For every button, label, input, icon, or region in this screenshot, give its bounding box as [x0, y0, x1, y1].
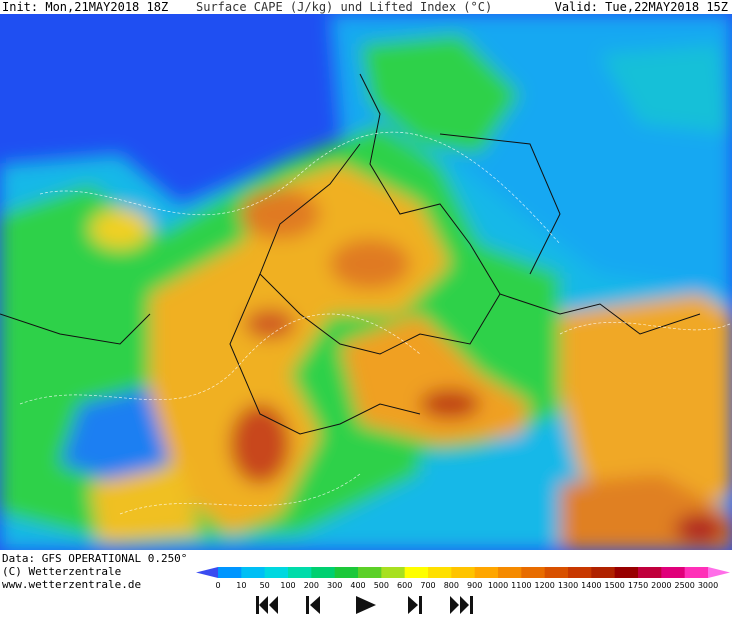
colorbar-label: 1100	[511, 581, 531, 590]
colorbar-label: 200	[304, 581, 319, 590]
colorbar-label: 2000	[651, 581, 671, 590]
borders	[0, 73, 701, 435]
next-button[interactable]	[406, 594, 426, 616]
colorbar-label: 700	[420, 581, 435, 590]
colorbar-swatch	[218, 567, 242, 578]
colorbar-arrow-low	[196, 567, 218, 578]
colorbar-swatch	[591, 567, 616, 578]
colorbar-label: 900	[467, 581, 482, 590]
colorbar-label: 800	[444, 581, 459, 590]
colorbar-swatch	[264, 567, 289, 578]
colorbar-label: 1300	[558, 581, 578, 590]
init-time: Init: Mon,21MAY2018 18Z	[2, 0, 169, 14]
colorbar-swatch	[451, 567, 476, 578]
colorbar-label: 1500	[604, 581, 624, 590]
previous-button[interactable]	[302, 594, 322, 616]
colorbar-label: 600	[397, 581, 412, 590]
colorbar-label: 10	[236, 581, 246, 590]
colorbar-label: 500	[374, 581, 389, 590]
first-button[interactable]	[254, 594, 280, 616]
colorbar-swatch	[521, 567, 546, 578]
colorbar-swatch	[684, 567, 709, 578]
colorbar-swatch	[358, 567, 382, 578]
colorbar-swatch	[638, 567, 662, 578]
lifted-index-contours	[19, 131, 731, 515]
colorbar-swatch	[614, 567, 639, 578]
colorbar-swatch	[428, 567, 452, 578]
cape-field	[0, 14, 732, 550]
colorbar-swatch	[544, 567, 569, 578]
colorbar-swatch	[334, 567, 359, 578]
colorbar-label: 3000	[698, 581, 718, 590]
website: www.wetterzentrale.de	[2, 578, 142, 591]
copyright: (C) Wetterzentrale	[2, 565, 122, 578]
colorbar: 0 10 50 100 200 300 400 500 600 700 800 900 1000 1100…	[196, 567, 730, 590]
navigation	[254, 594, 476, 616]
colorbar-label: 50	[260, 581, 270, 590]
colorbar-swatch	[568, 567, 592, 578]
colorbar-label: 300	[327, 581, 342, 590]
colorbar-label: 100	[280, 581, 295, 590]
valid-time: Valid: Tue,22MAY2018 15Z	[554, 0, 728, 14]
map	[0, 14, 732, 550]
data-source: Data: GFS OPERATIONAL 0.250°	[2, 552, 188, 565]
play-button[interactable]	[354, 594, 378, 616]
colorbar-label: 1200	[534, 581, 554, 590]
colorbar-label: 1750	[628, 581, 648, 590]
colorbar-label: 2500	[674, 581, 694, 590]
colorbar-swatch	[404, 567, 429, 578]
colorbar-label: 0	[215, 581, 220, 590]
colorbar-label: 1400	[581, 581, 601, 590]
colorbar-arrow-high	[708, 567, 730, 578]
colorbar-swatch	[498, 567, 522, 578]
map-title: Surface CAPE (J/kg) und Lifted Index (°C…	[196, 0, 493, 14]
colorbar-swatch	[311, 567, 336, 578]
colorbar-swatch	[381, 567, 406, 578]
colorbar-swatch	[288, 567, 312, 578]
colorbar-swatch	[661, 567, 686, 578]
colorbar-label: 400	[350, 581, 365, 590]
colorbar-swatch	[241, 567, 266, 578]
colorbar-swatch	[474, 567, 499, 578]
last-button[interactable]	[448, 594, 476, 616]
colorbar-label: 1000	[488, 581, 508, 590]
